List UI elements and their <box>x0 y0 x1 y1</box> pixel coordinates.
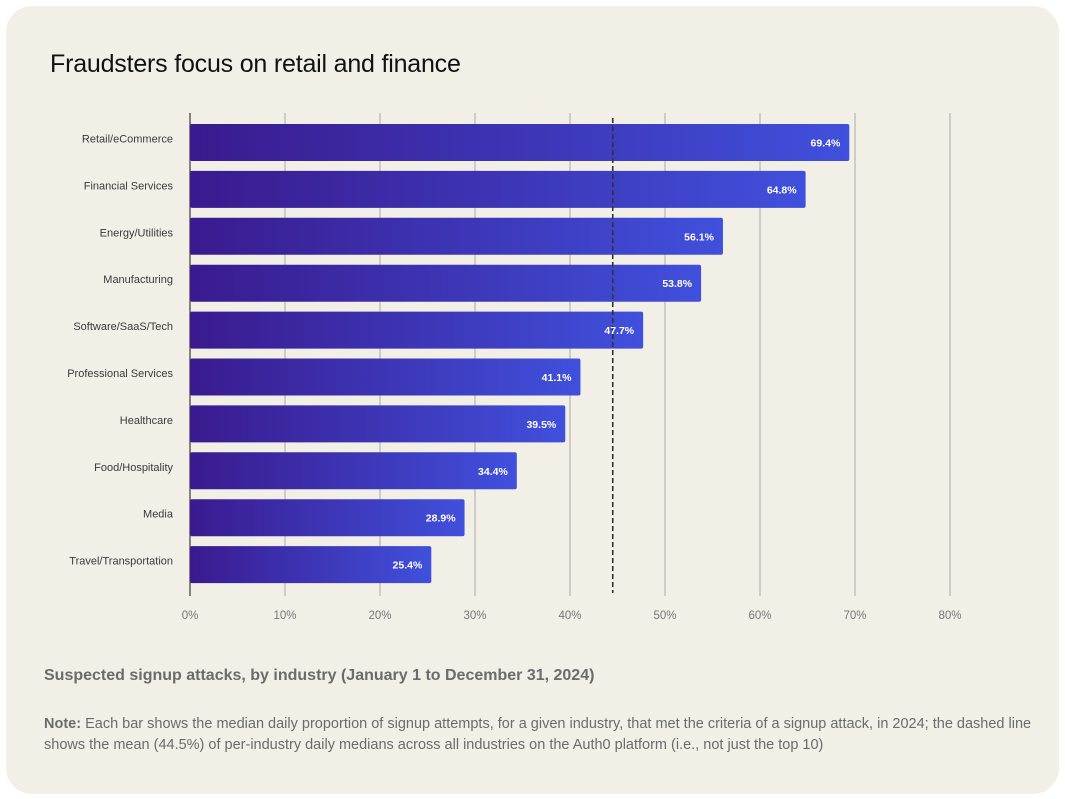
x-tick-label: 30% <box>463 610 486 622</box>
bar-6 <box>190 405 566 443</box>
x-tick-label: 80% <box>938 610 961 622</box>
bar-value-label: 25.4% <box>393 560 423 572</box>
bar-value-label: 47.7% <box>604 325 634 337</box>
bar-value-label: 34.4% <box>478 466 508 478</box>
chart-title: Fraudsters focus on retail and finance <box>50 50 461 78</box>
bar-value-label: 53.8% <box>662 278 692 290</box>
bar-0 <box>190 124 850 161</box>
note-label: Note: <box>44 716 82 732</box>
x-tick-label: 40% <box>558 610 581 622</box>
bar-7 <box>190 452 517 490</box>
bar-3 <box>190 264 702 302</box>
bar-value-label: 56.1% <box>684 231 714 243</box>
bar-9 <box>190 546 432 584</box>
x-tick-label: 10% <box>273 610 296 622</box>
category-label: Retail/eCommerce <box>82 134 173 146</box>
x-tick-label: 20% <box>368 610 391 622</box>
bars <box>190 124 850 584</box>
bar-5 <box>190 358 581 396</box>
category-label: Travel/Transportation <box>69 556 173 568</box>
chart-note: Note: Each bar shows the median daily pr… <box>44 714 1034 756</box>
bar-8 <box>190 499 465 537</box>
category-label: Software/SaaS/Tech <box>73 321 173 333</box>
bar-1 <box>190 170 806 208</box>
x-tick-label: 60% <box>748 610 771 622</box>
x-tick-label: 70% <box>843 610 866 622</box>
category-label: Food/Hospitality <box>94 462 173 474</box>
category-label: Healthcare <box>120 415 173 427</box>
category-label: Manufacturing <box>103 274 173 286</box>
bar-2 <box>190 217 723 255</box>
bar-4 <box>190 311 644 349</box>
category-label: Energy/Utilities <box>100 227 174 239</box>
bar-value-label: 28.9% <box>426 513 456 525</box>
category-label: Financial Services <box>84 180 174 192</box>
category-labels: Retail/eCommerce Financial Services Energy… <box>67 134 174 568</box>
x-tick-label: 0% <box>182 610 199 622</box>
bar-value-label: 41.1% <box>542 372 572 384</box>
x-axis-tick-labels: 0% 10% 20% 30% 40% 50% 60% 70% 80% <box>182 610 962 622</box>
bar-chart: 69.4% 64.8% 56.1% 53.8% 47.7% 41.1% 39.5% 34.4%… <box>67 113 962 622</box>
bar-value-label: 39.5% <box>526 419 556 431</box>
bar-value-labels: 69.4% 64.8% 56.1% 53.8% 47.7% 41.1% 39.5% 34.4%… <box>393 138 841 572</box>
category-label: Professional Services <box>67 368 173 380</box>
x-tick-label: 50% <box>653 610 676 622</box>
bar-value-label: 69.4% <box>811 138 841 150</box>
chart-subtitle: Suspected signup attacks, by industry (J… <box>44 667 595 684</box>
category-label: Media <box>143 509 174 521</box>
bar-value-label: 64.8% <box>767 184 797 196</box>
note-text: Each bar shows the median daily proporti… <box>44 716 1032 753</box>
